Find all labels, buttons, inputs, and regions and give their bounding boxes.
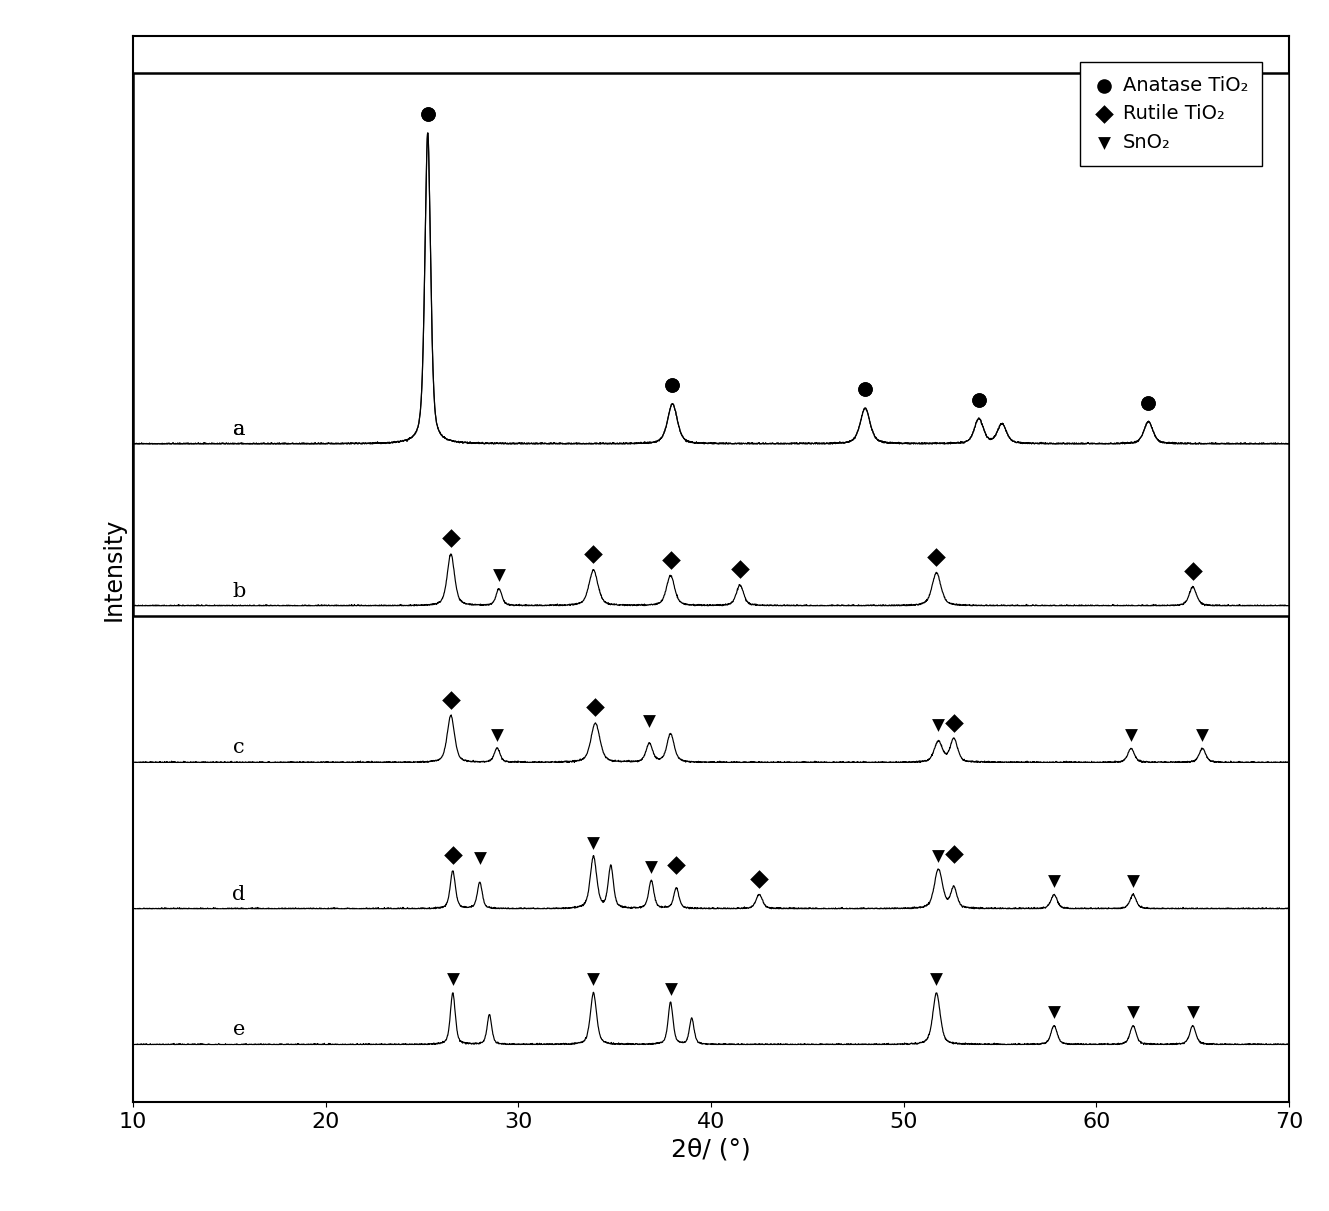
- Point: [1138, 394, 1159, 413]
- Point: [585, 698, 606, 717]
- Point: [417, 104, 439, 124]
- Point: [488, 566, 509, 585]
- Point: [583, 545, 605, 564]
- Point: [926, 547, 948, 567]
- Point: [1120, 725, 1142, 745]
- Point: [1123, 1003, 1144, 1022]
- Point: [583, 833, 605, 853]
- Y-axis label: Intensity: Intensity: [102, 517, 126, 621]
- Point: [440, 690, 461, 710]
- Point: [1138, 394, 1159, 413]
- Text: b: b: [233, 581, 246, 601]
- Text: d: d: [233, 884, 246, 903]
- Point: [969, 390, 990, 409]
- Point: [662, 375, 683, 395]
- Point: [926, 970, 948, 989]
- Point: [1181, 1003, 1203, 1022]
- Point: [748, 869, 769, 889]
- Point: [661, 550, 682, 569]
- Point: [486, 725, 508, 745]
- Point: [1181, 562, 1203, 581]
- Point: [1043, 1003, 1065, 1022]
- Point: [969, 390, 990, 409]
- Point: [1192, 725, 1213, 745]
- Point: [928, 716, 949, 735]
- Point: [639, 711, 661, 730]
- Point: [443, 845, 464, 865]
- Point: [443, 970, 464, 989]
- Point: [928, 846, 949, 866]
- Legend: Anatase TiO₂, Rutile TiO₂, SnO₂: Anatase TiO₂, Rutile TiO₂, SnO₂: [1080, 62, 1263, 166]
- FancyBboxPatch shape: [133, 73, 1289, 616]
- Point: [641, 857, 662, 877]
- Point: [855, 380, 876, 400]
- Point: [944, 844, 965, 863]
- Text: a: a: [233, 419, 245, 438]
- Point: [417, 104, 439, 124]
- Text: e: e: [233, 1021, 245, 1039]
- Point: [662, 375, 683, 395]
- Point: [661, 978, 682, 998]
- Point: [944, 713, 965, 733]
- Point: [1123, 872, 1144, 891]
- Text: a: a: [233, 419, 245, 438]
- X-axis label: 2θ/ (°): 2θ/ (°): [671, 1137, 751, 1161]
- Point: [730, 559, 751, 579]
- Point: [440, 529, 461, 549]
- Text: c: c: [233, 739, 245, 757]
- Point: [855, 380, 876, 400]
- Point: [1043, 872, 1065, 891]
- Point: [666, 855, 687, 874]
- Point: [469, 848, 490, 867]
- Point: [583, 970, 605, 989]
